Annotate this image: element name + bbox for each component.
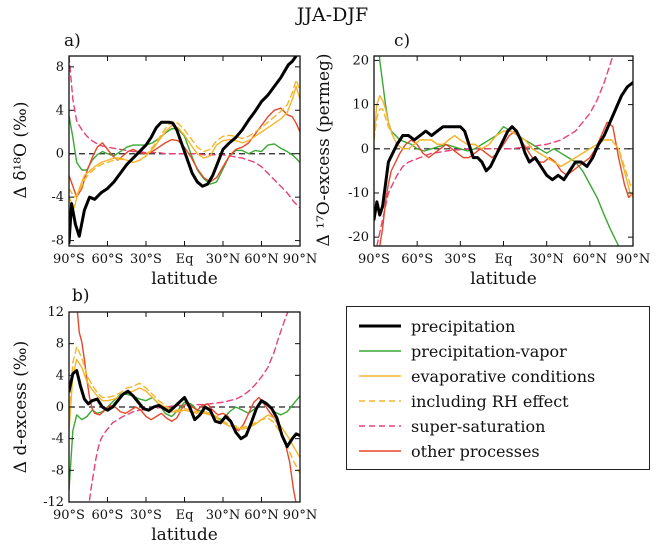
legend-swatch (359, 350, 401, 352)
series-line-precip (69, 369, 300, 449)
series-line-evap (69, 358, 300, 459)
legend-swatch (359, 450, 401, 452)
x-tick-label: 30°N (206, 252, 240, 267)
legend-item-rh: including RH effect (357, 390, 569, 412)
y-tick-label: 4 (56, 103, 64, 118)
series-line-precip (69, 56, 298, 245)
panel-c: 90°S 60°S 30°S Eq 30°N 60°N 90°N -20 -10 0 10 20 lat… (314, 31, 650, 289)
series-line-rh (69, 79, 300, 198)
legend-item-precip: precipitation (357, 315, 515, 337)
x-tick-label: 90°S (53, 508, 85, 523)
y-tick-label: -4 (51, 190, 64, 205)
legend-label: other processes (411, 441, 540, 461)
panel-b: 90°S 60°S 30°S Eq 30°N 60°N 90°N -12 -8 -4 0 4 8 12 la… (11, 286, 317, 545)
y-tick-label: 4 (56, 368, 64, 383)
legend-item-other: other processes (357, 440, 540, 462)
legend-item-ss: super-saturation (357, 415, 545, 437)
x-tick-label: 90°S (53, 252, 85, 267)
x-tick-label: Eq (176, 252, 194, 267)
x-tick-label: 90°N (283, 508, 317, 523)
series-line-pv (378, 56, 620, 246)
x-tick-label: 60°N (573, 252, 607, 267)
series-line-evap (374, 95, 633, 199)
panel-label: b) (72, 286, 90, 306)
legend-label: including RH effect (411, 391, 569, 411)
legend-item-pv: precipitation-vapor (357, 340, 567, 362)
x-tick-label: Eq (176, 508, 194, 523)
x-tick-label: 60°N (244, 508, 278, 523)
x-tick-label: 30°N (206, 508, 240, 523)
y-tick-label: -10 (348, 186, 369, 201)
x-tick-label: 60°S (92, 508, 124, 523)
y-tick-label: -8 (51, 234, 64, 249)
panel-a: 90°S 60°S 30°S Eq 30°N 60°N 90°N -8 -4 0 4 8 latitud… (11, 31, 317, 289)
legend-label: super-saturation (411, 416, 546, 436)
x-tick-label: 30°S (444, 252, 476, 267)
panel-label: a) (64, 31, 81, 51)
series-line-ss (69, 56, 300, 209)
legend-swatch (359, 425, 401, 427)
series-line-other (69, 107, 300, 198)
legend-swatch (359, 324, 401, 328)
series-line-evap (69, 85, 300, 209)
x-tick-label: 30°S (130, 252, 162, 267)
y-tick-label: 8 (56, 337, 64, 352)
x-tick-label: 30°N (529, 252, 563, 267)
legend-label: precipitation (411, 316, 516, 336)
y-tick-label: 8 (56, 60, 64, 75)
series-line-other (76, 312, 297, 502)
legend-label: evaporative conditions (411, 366, 596, 386)
x-axis-label: latitude (151, 269, 218, 289)
x-tick-label: 60°S (92, 252, 124, 267)
y-tick-label: -8 (51, 463, 64, 478)
x-tick-label: 60°N (244, 252, 278, 267)
y-tick-label: 0 (361, 142, 369, 157)
y-axis-label: Δ δ¹⁸O (‰) (11, 102, 31, 199)
series-line-ss (376, 56, 614, 246)
x-axis-label: latitude (470, 269, 537, 289)
y-axis-label: Δ d-excess (‰) (11, 341, 31, 473)
x-axis-label: latitude (151, 525, 218, 545)
series-line-precip (374, 81, 633, 221)
y-tick-label: -20 (348, 230, 369, 245)
y-tick-label: -12 (43, 495, 64, 510)
y-tick-label: 0 (56, 400, 64, 415)
x-tick-label: 90°S (358, 252, 390, 267)
figure-title: JJA-DJF (296, 4, 369, 26)
legend-swatch (359, 400, 401, 402)
legend-box: precipitation precipitation-vapor evaporat… (346, 306, 650, 470)
y-tick-label: -4 (51, 432, 64, 447)
legend-swatch (359, 375, 401, 377)
x-tick-label: Eq (495, 252, 513, 267)
y-tick-label: 12 (47, 305, 64, 320)
y-tick-label: 0 (56, 147, 64, 162)
panel-label: c) (394, 31, 410, 51)
series-group (374, 56, 633, 246)
series-group (69, 56, 300, 245)
x-tick-label: 60°S (401, 252, 433, 267)
y-axis-label: Δ ¹⁷O-excess (permeg) (314, 53, 334, 246)
x-tick-label: 90°N (616, 252, 650, 267)
x-tick-label: 30°S (130, 508, 162, 523)
legend-item-evap: evaporative conditions (357, 365, 595, 387)
y-tick-label: 10 (352, 98, 369, 113)
x-tick-label: 90°N (283, 252, 317, 267)
y-tick-label: 20 (352, 53, 369, 68)
legend-label: precipitation-vapor (411, 341, 567, 361)
series-group (69, 312, 300, 502)
